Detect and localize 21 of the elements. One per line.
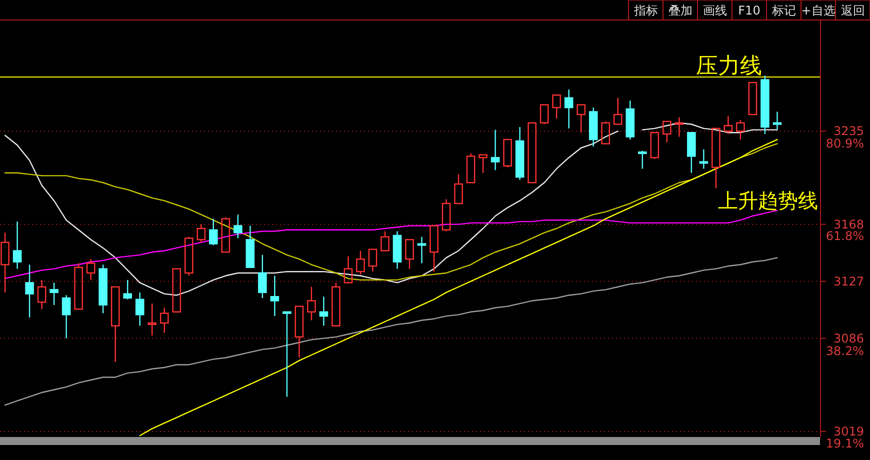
y-tick-label: 3019	[833, 424, 864, 438]
line-series	[4, 257, 778, 406]
ref-line-label: 压力线	[696, 54, 762, 79]
text: 返回	[840, 4, 865, 18]
series-label: 上升趋势线	[718, 188, 818, 213]
line-series	[4, 210, 778, 280]
y-tick-label: 3168	[833, 217, 864, 232]
text: F10	[738, 4, 760, 18]
text: +自选	[801, 4, 836, 18]
y-tick-label: 3086	[833, 331, 864, 346]
text: 画线	[702, 4, 727, 18]
text: 指标	[632, 4, 658, 18]
text: 标记	[770, 4, 796, 18]
text: 叠加	[668, 4, 692, 18]
y2-tick-label: 38.2%	[826, 344, 864, 358]
line-series	[139, 138, 778, 436]
y-tick-label: 3235	[833, 124, 864, 138]
y2-tick-label: 19.1%	[826, 436, 864, 451]
y2-tick-label: 61.8%	[826, 229, 864, 244]
y2-tick-label: 80.9%	[826, 136, 864, 150]
y-tick-label: 3127	[833, 274, 864, 288]
